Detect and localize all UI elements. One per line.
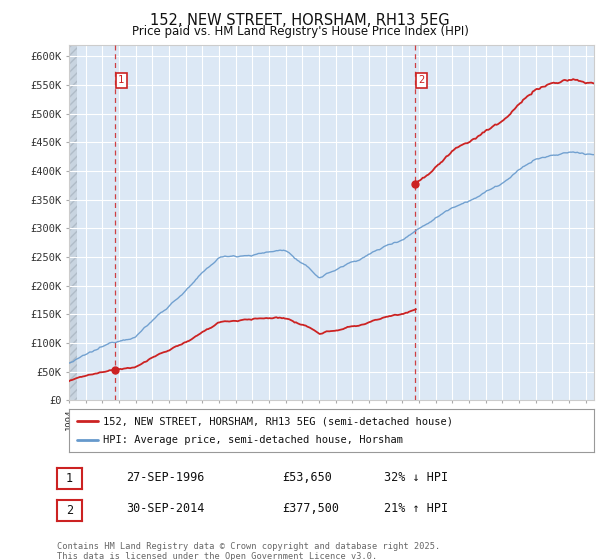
Bar <box>69 45 77 400</box>
Text: 152, NEW STREET, HORSHAM, RH13 5EG: 152, NEW STREET, HORSHAM, RH13 5EG <box>150 13 450 28</box>
Text: £53,650: £53,650 <box>282 470 332 484</box>
Text: HPI: Average price, semi-detached house, Horsham: HPI: Average price, semi-detached house,… <box>103 435 403 445</box>
Text: 2: 2 <box>418 76 424 85</box>
Text: 1: 1 <box>66 472 73 486</box>
Text: 21% ↑ HPI: 21% ↑ HPI <box>384 502 448 515</box>
Text: 32% ↓ HPI: 32% ↓ HPI <box>384 470 448 484</box>
Text: 152, NEW STREET, HORSHAM, RH13 5EG (semi-detached house): 152, NEW STREET, HORSHAM, RH13 5EG (semi… <box>103 416 453 426</box>
Text: 30-SEP-2014: 30-SEP-2014 <box>126 502 205 515</box>
Text: Contains HM Land Registry data © Crown copyright and database right 2025.
This d: Contains HM Land Registry data © Crown c… <box>57 542 440 560</box>
Text: Price paid vs. HM Land Registry's House Price Index (HPI): Price paid vs. HM Land Registry's House … <box>131 25 469 38</box>
Text: 2: 2 <box>66 503 73 517</box>
Text: £377,500: £377,500 <box>282 502 339 515</box>
Text: 1: 1 <box>118 76 124 85</box>
Text: 27-SEP-1996: 27-SEP-1996 <box>126 470 205 484</box>
